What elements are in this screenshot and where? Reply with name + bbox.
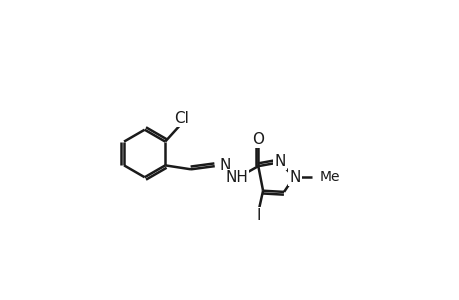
- Text: N: N: [274, 154, 285, 169]
- Text: O: O: [252, 132, 264, 147]
- Text: N: N: [288, 170, 300, 185]
- Text: NH: NH: [224, 170, 247, 185]
- Text: N: N: [219, 158, 230, 173]
- Text: I: I: [256, 208, 261, 223]
- Text: Cl: Cl: [174, 111, 189, 126]
- Text: Me: Me: [319, 170, 339, 184]
